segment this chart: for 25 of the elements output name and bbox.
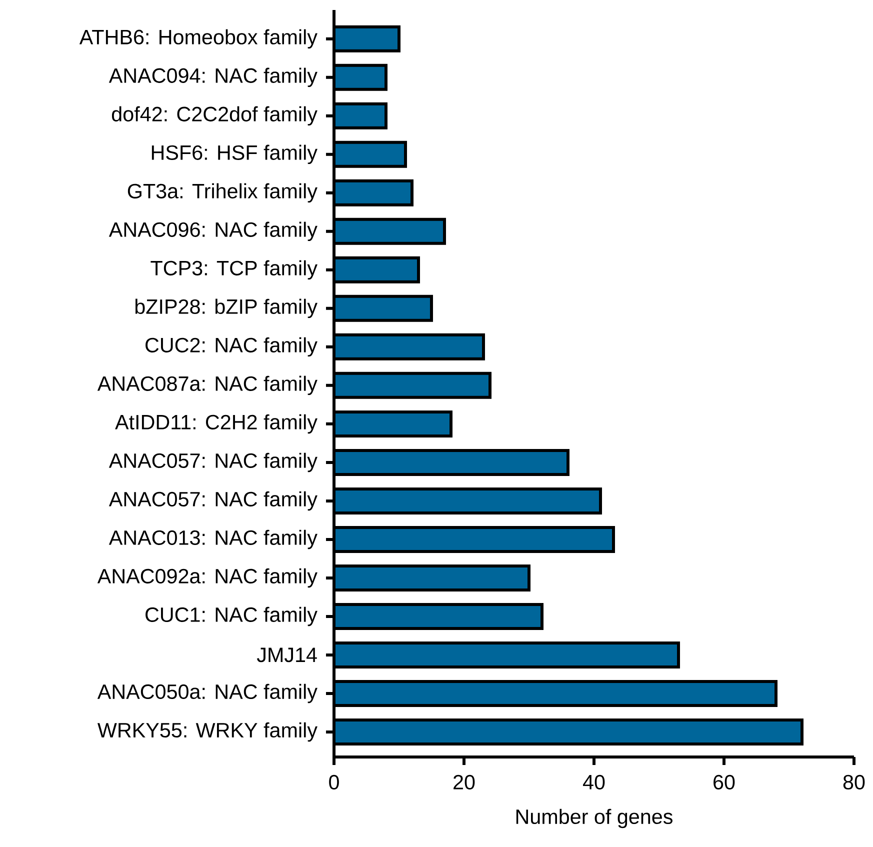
y-tick-label: TCP3: TCP family: [150, 260, 318, 280]
y-tick-label: ANAC057: NAC family: [108, 452, 318, 472]
x-tick-label: 20: [454, 774, 475, 790]
y-tick-label: ANAC096: NAC family: [108, 222, 318, 242]
y-tick-label: ATHB6: Homeobox family: [79, 29, 318, 49]
y-tick-label: ANAC087a: NAC family: [97, 376, 318, 396]
y-tick-label: AtIDD11: C2H2 family: [115, 414, 318, 434]
y-tick-label: WRKY55: WRKY family: [98, 722, 318, 742]
y-tick-label: ANAC094: NAC family: [108, 68, 318, 88]
x-tick-label: 0: [329, 774, 339, 790]
y-tick-label: GT3a: Trihelix family: [128, 183, 318, 203]
y-tick-label: CUC2: NAC family: [146, 337, 318, 357]
y-tick-label: ANAC013: NAC family: [108, 530, 318, 550]
y-tick-label: ANAC092a: NAC family: [97, 568, 318, 588]
x-axis-title: Number of genes: [516, 808, 672, 828]
y-tick-label: CUC1: NAC family: [146, 606, 318, 626]
y-tick-label: bZIP28: bZIP family: [135, 298, 318, 318]
x-tick-label: 60: [714, 774, 735, 790]
y-tick-label: ANAC057: NAC family: [108, 491, 318, 511]
x-tick-label: 40: [582, 774, 605, 790]
x-tick-label: 80: [843, 774, 865, 790]
y-tick-label: ANAC050a: NAC family: [97, 684, 318, 704]
y-tick-label: dof42: C2C2dof family: [112, 106, 318, 126]
y-tick-label: JMJ14: [256, 648, 317, 662]
y-tick-label: HSF6: HSF family: [152, 144, 318, 164]
